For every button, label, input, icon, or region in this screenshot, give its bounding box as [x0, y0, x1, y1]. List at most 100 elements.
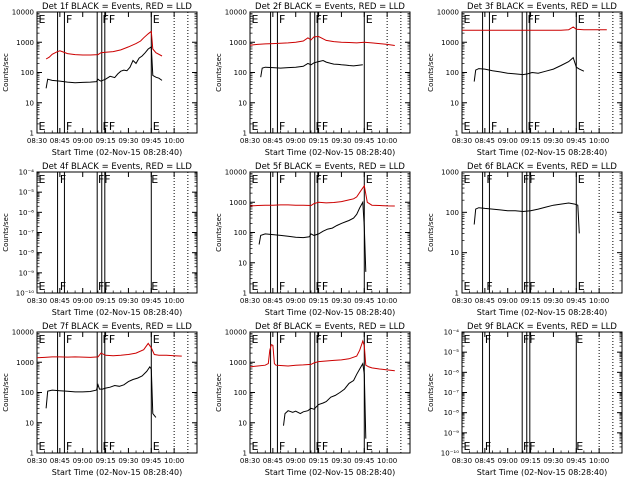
x-tick-label: 08:45 — [50, 137, 70, 145]
y-tick-label: 100 — [234, 69, 247, 77]
x-tick-label: 08:45 — [50, 457, 70, 465]
y-tick-label: 100 — [446, 69, 459, 77]
y-tick-label: 10 — [25, 419, 34, 427]
chart-panel-7: Det 7f BLACK = Events, RED = LLD Counts/s… — [2, 322, 198, 477]
x-tick-label: 10:00 — [164, 457, 184, 465]
y-tick-label: 1 — [30, 450, 34, 458]
chart-title: Det 3f BLACK = Events, RED = LLD — [467, 2, 617, 12]
x-tick-label: 08:45 — [263, 297, 283, 305]
y-tick-label: 10⁻⁸ — [444, 409, 460, 417]
y-tick-label: 1 — [243, 450, 247, 458]
chart-title: Det 5f BLACK = Events, RED = LLD — [255, 162, 405, 172]
lld-series-line — [249, 184, 395, 207]
y-tick-label: 1000 — [229, 39, 247, 47]
x-tick-label: 09:00 — [286, 137, 306, 145]
y-tick-label: 1 — [30, 130, 34, 138]
chart-panel-8: Det 8f BLACK = Events, RED = LLD Counts/s… — [215, 322, 411, 477]
y-axis-label: Counts/sec — [2, 373, 10, 412]
x-tick-label: 08:30 — [240, 297, 260, 305]
flag-label-bottom: E — [576, 440, 583, 453]
chart-title: Det 1f BLACK = Events, RED = LLD — [42, 2, 192, 12]
events-series-line — [473, 202, 580, 234]
x-tick-label: 10:00 — [164, 137, 184, 145]
flag-label-top: E — [153, 13, 160, 26]
x-tick-label: 09:45 — [354, 297, 374, 305]
flag-label-bottom: FF — [523, 440, 536, 453]
flag-label-bottom: E — [464, 280, 471, 293]
flag-label-top: E — [39, 333, 46, 346]
x-tick-label: 10:00 — [589, 457, 609, 465]
x-axis-label: Start Time (02-Nov-15 08:28:40) — [477, 308, 607, 317]
flag-label-top: E — [578, 13, 585, 26]
flag-label-bottom: E — [578, 120, 585, 133]
flag-label-top: E — [578, 173, 585, 186]
flag-label-bottom: FF — [103, 440, 116, 453]
events-series-line — [45, 45, 163, 89]
x-tick-label: 09:45 — [141, 137, 161, 145]
flag-label-top: FF — [103, 13, 116, 26]
x-tick-label: 09:00 — [73, 457, 93, 465]
plot-frame — [249, 331, 411, 454]
x-tick-label: 09:00 — [286, 457, 306, 465]
flag-label-bottom: F — [279, 440, 285, 453]
x-tick-label: 09:15 — [520, 457, 540, 465]
y-tick-label: 10000 — [225, 329, 247, 337]
y-tick-label: 10⁻⁹ — [444, 429, 460, 437]
flag-label-top: E — [39, 13, 46, 26]
flag-label-bottom: FF — [316, 280, 329, 293]
y-tick-label: 10 — [238, 419, 247, 427]
flag-label-bottom: E — [366, 120, 373, 133]
x-tick-label: 09:30 — [118, 137, 138, 145]
chart-panel-6: Det 6f BLACK = Events, RED = LLD Counts/s… — [427, 162, 623, 317]
flag-label-top: FF — [98, 173, 111, 186]
y-tick-label: 10⁻⁶ — [19, 209, 35, 217]
flag-label-bottom: FF — [528, 120, 541, 133]
x-tick-label: 08:30 — [452, 297, 472, 305]
flag-label-top: F — [66, 13, 72, 26]
plot-frame — [461, 171, 623, 294]
x-axis-label: Start Time (02-Nov-15 08:28:40) — [477, 468, 607, 477]
x-tick-label: 08:30 — [27, 457, 47, 465]
x-axis-label: Start Time (02-Nov-15 08:28:40) — [265, 308, 395, 317]
flag-label-top: F — [279, 173, 285, 186]
events-series-line — [258, 200, 367, 272]
flag-label-top: FF — [316, 333, 329, 346]
x-tick-label: 08:30 — [452, 137, 472, 145]
plot-frame — [36, 331, 198, 454]
x-tick-label: 09:45 — [566, 137, 586, 145]
flag-label-top: FF — [103, 333, 116, 346]
y-tick-label: 10⁻⁹ — [19, 269, 35, 277]
flag-label-bottom: F — [486, 280, 492, 293]
y-tick-label: 10000 — [225, 9, 247, 17]
x-axis-label: Start Time (02-Nov-15 08:28:40) — [477, 148, 607, 157]
y-axis-label: Counts/sec — [215, 213, 223, 252]
flag-label-top: E — [151, 173, 158, 186]
events-series-line — [473, 56, 585, 82]
flag-label-bottom: E — [578, 280, 585, 293]
flag-label-top: F — [491, 13, 497, 26]
y-tick-label: 10⁻⁴ — [444, 329, 460, 337]
y-tick-label: 1000 — [16, 359, 34, 367]
y-tick-label: 100 — [234, 229, 247, 237]
y-axis-label: Counts/sec — [215, 53, 223, 92]
x-tick-label: 09:45 — [566, 297, 586, 305]
flag-label-bottom: F — [60, 280, 66, 293]
chart-title: Det 7f BLACK = Events, RED = LLD — [42, 322, 192, 332]
y-tick-label: 1 — [455, 290, 459, 298]
flag-label-top: E — [252, 13, 259, 26]
flag-label-bottom: E — [39, 280, 46, 293]
chart-title: Det 4f BLACK = Events, RED = LLD — [42, 162, 192, 172]
chart-title: Det 6f BLACK = Events, RED = LLD — [467, 162, 617, 172]
flag-label-bottom: E — [464, 440, 471, 453]
flag-label-top: F — [279, 333, 285, 346]
flag-label-top: E — [252, 333, 259, 346]
x-tick-label: 09:15 — [520, 297, 540, 305]
x-tick-label: 08:45 — [475, 137, 495, 145]
y-tick-label: 1 — [243, 130, 247, 138]
flag-label-bottom: E — [366, 440, 373, 453]
chart-panel-3: Det 3f BLACK = Events, RED = LLD Counts/s… — [427, 2, 623, 157]
flag-label-bottom: E — [252, 440, 259, 453]
y-tick-label: 10⁻⁶ — [444, 369, 460, 377]
y-tick-label: 10⁻⁴ — [19, 169, 35, 177]
flag-label-bottom: FF — [98, 280, 111, 293]
